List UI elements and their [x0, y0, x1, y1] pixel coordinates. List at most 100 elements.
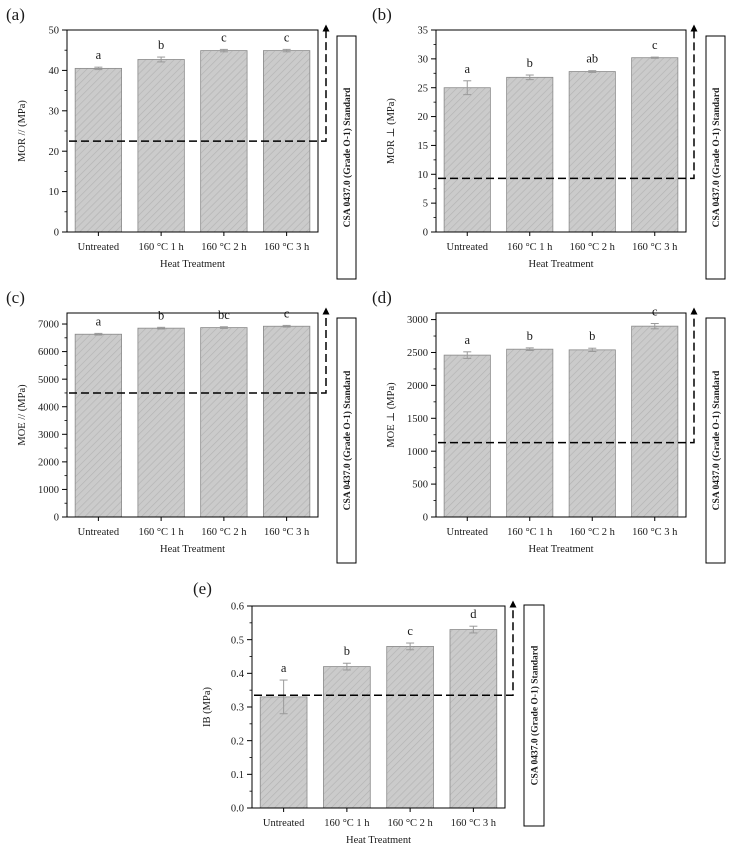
y-tick-label: 50 [49, 26, 60, 37]
x-tick-label: Untreated [447, 242, 489, 253]
plot-frame [66, 29, 319, 233]
y-axis-title: MOE ⊥ (MPa) [386, 382, 397, 448]
bar [386, 646, 434, 809]
error-bar [525, 347, 534, 352]
error-bar [588, 70, 597, 73]
bar [74, 67, 122, 233]
significance-letter: b [527, 329, 533, 343]
y-axis-title: IB (MPa) [202, 687, 213, 727]
significance-letter: c [407, 624, 413, 638]
standard-line [254, 600, 517, 696]
x-tick-label: 160 °C 1 h [138, 527, 184, 538]
standard-label-box [523, 604, 545, 827]
plot-frame [435, 29, 687, 233]
y-tick-label: 4000 [38, 402, 59, 413]
y-tick-label: 5000 [38, 375, 59, 386]
panel-label: (a) [6, 5, 25, 24]
panel-label: (e) [193, 579, 212, 598]
y-tick-label: 0 [54, 228, 59, 239]
standard-label-box [705, 35, 726, 280]
significance-letter: a [464, 333, 470, 347]
bar [568, 71, 616, 233]
standard-line [69, 24, 330, 142]
standard-label: CSA 0437.0 (Grade O-1) Standard [342, 87, 353, 227]
bar [263, 325, 311, 518]
plot-frame [435, 312, 687, 518]
y-tick-label: 7000 [38, 320, 59, 331]
significance-letter: b [527, 56, 533, 70]
standard-reference: CSA 0437.0 (Grade O-1) Standard [438, 307, 726, 564]
significance-letter: b [589, 329, 595, 343]
bar [323, 666, 371, 809]
significance-letter: c [652, 305, 658, 319]
standard-label: CSA 0437.0 (Grade O-1) Standard [342, 370, 353, 510]
y-tick-label: 20 [49, 147, 60, 158]
x-tick-label: 160 °C 2 h [570, 242, 616, 253]
bar [137, 59, 185, 233]
standard-reference: CSA 0437.0 (Grade O-1) Standard [254, 600, 545, 827]
chart-panel-a: (a) a Untreated b 160 °C 1 h c 160 °C 2 h c 160 … [6, 5, 357, 280]
y-tick-label: 1500 [407, 414, 428, 425]
error-bar [525, 74, 534, 81]
error-bar [219, 48, 228, 53]
standard-label-box [705, 317, 726, 564]
plot-frame [66, 312, 319, 518]
significance-letter: b [344, 644, 350, 658]
y-tick-label: 5 [423, 199, 428, 210]
bar [631, 57, 679, 233]
y-tick-label: 15 [418, 141, 429, 152]
significance-letter: a [464, 62, 470, 76]
x-tick-label: 160 °C 2 h [201, 527, 247, 538]
error-bar [157, 326, 166, 330]
error-bar [463, 351, 472, 359]
standard-line [69, 307, 330, 394]
bar [631, 325, 679, 518]
y-tick-label: 500 [412, 480, 428, 491]
error-bar [463, 80, 472, 96]
error-bar [219, 326, 228, 329]
y-tick-label: 0.0 [231, 804, 244, 815]
bar [443, 354, 491, 518]
significance-letter: c [221, 30, 227, 44]
error-bar [588, 347, 597, 352]
y-tick-label: 0.4 [231, 669, 245, 680]
error-bar [406, 642, 415, 651]
error-bar [279, 679, 288, 715]
y-tick-label: 25 [418, 83, 429, 94]
x-axis-title: Heat Treatment [528, 544, 593, 555]
y-tick-label: 30 [418, 54, 429, 65]
x-tick-label: 160 °C 3 h [632, 527, 678, 538]
x-tick-label: 160 °C 2 h [570, 527, 616, 538]
bar [259, 696, 308, 809]
standard-reference: CSA 0437.0 (Grade O-1) Standard [438, 24, 726, 280]
standard-reference: CSA 0437.0 (Grade O-1) Standard [69, 307, 357, 564]
error-bar [282, 48, 291, 53]
x-tick-label: 160 °C 3 h [632, 242, 678, 253]
y-tick-label: 0 [423, 513, 428, 524]
y-tick-label: 2500 [407, 348, 428, 359]
plot-frame [251, 605, 506, 809]
x-tick-label: Untreated [263, 818, 305, 829]
y-tick-label: 0.2 [231, 736, 244, 747]
significance-letter: c [652, 38, 658, 52]
significance-letter: a [96, 48, 102, 62]
standard-label: CSA 0437.0 (Grade O-1) Standard [711, 87, 722, 227]
x-axis-title: Heat Treatment [528, 259, 593, 270]
standard-label-box [336, 35, 357, 280]
y-tick-label: 35 [418, 26, 429, 37]
chart-panel-e: (e) a Untreated b 160 °C 1 h c 160 °C 2 h d 160 … [193, 579, 545, 846]
y-tick-label: 0.1 [231, 770, 244, 781]
panel-label: (b) [372, 5, 392, 24]
significance-letter: c [284, 30, 290, 44]
bar [568, 349, 616, 518]
standard-line [438, 307, 698, 444]
x-tick-label: 160 °C 3 h [451, 818, 497, 829]
y-tick-label: 0.6 [231, 602, 244, 613]
bar [443, 87, 491, 233]
x-tick-label: Untreated [447, 527, 489, 538]
chart-panel-d: (d) a Untreated b 160 °C 1 h b 160 °C 2 h c 160 … [372, 288, 726, 564]
x-axis-title: Heat Treatment [346, 835, 411, 846]
y-tick-label: 0 [54, 513, 59, 524]
